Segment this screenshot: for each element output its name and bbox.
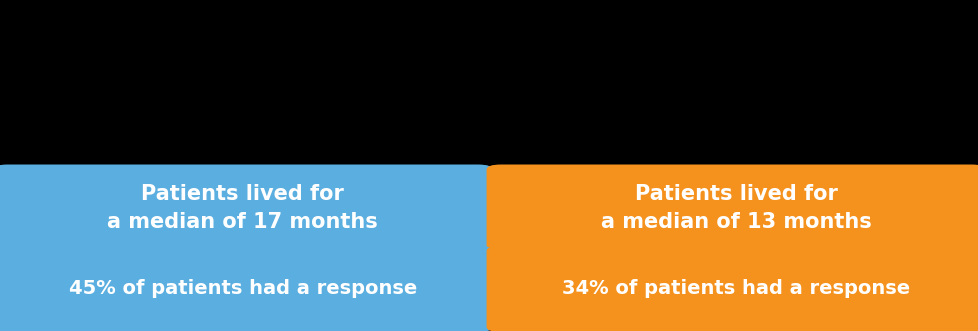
Text: 34% of patients had a response: 34% of patients had a response	[561, 279, 910, 298]
FancyBboxPatch shape	[0, 246, 492, 331]
FancyBboxPatch shape	[486, 246, 978, 331]
Text: Patients lived for
a median of 13 months: Patients lived for a median of 13 months	[600, 184, 870, 232]
FancyBboxPatch shape	[486, 165, 978, 251]
Text: 45% of patients had a response: 45% of patients had a response	[68, 279, 417, 298]
FancyBboxPatch shape	[0, 165, 492, 251]
Text: Patients lived for
a median of 17 months: Patients lived for a median of 17 months	[108, 184, 378, 232]
